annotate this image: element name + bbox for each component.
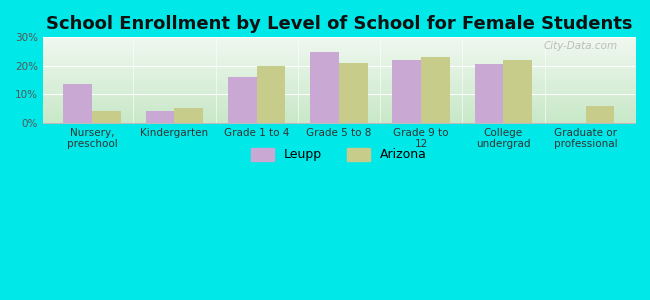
Bar [228,77,257,123]
Bar [393,60,421,123]
Bar [146,111,174,123]
Bar [474,64,503,123]
Bar [503,60,532,123]
Bar [310,52,339,123]
Bar [339,63,368,123]
Bar [64,84,92,123]
Bar [92,111,121,123]
Bar [257,66,285,123]
Bar [586,106,614,123]
Bar [421,57,450,123]
Legend: Leupp, Arizona: Leupp, Arizona [245,142,433,168]
Text: City-Data.com: City-Data.com [543,41,618,51]
Title: School Enrollment by Level of School for Female Students: School Enrollment by Level of School for… [46,15,632,33]
Bar [174,108,203,123]
